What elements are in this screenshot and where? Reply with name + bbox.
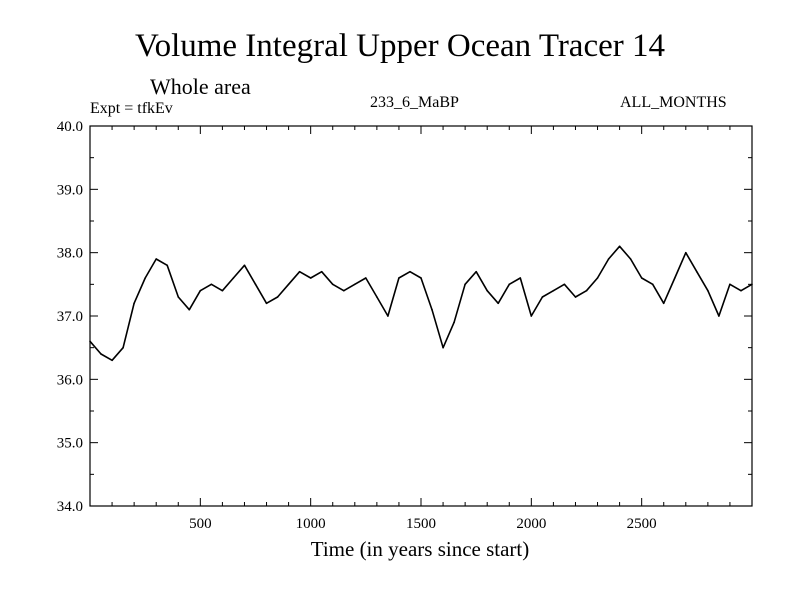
data-point bbox=[607, 258, 610, 260]
data-point bbox=[144, 277, 146, 279]
data-point bbox=[166, 264, 168, 267]
data-point bbox=[552, 289, 555, 292]
data-point bbox=[320, 270, 323, 273]
data-point bbox=[199, 289, 202, 292]
data-point bbox=[685, 251, 687, 254]
x-tick-label: 2500 bbox=[627, 516, 657, 532]
data-point bbox=[243, 264, 246, 267]
data-point bbox=[475, 270, 478, 273]
data-point bbox=[662, 302, 665, 305]
y-tick-label: 40.0 bbox=[57, 119, 83, 135]
data-point bbox=[718, 315, 720, 317]
data-point bbox=[331, 283, 334, 286]
data-point bbox=[221, 289, 224, 292]
x-tick-label: 1000 bbox=[296, 516, 326, 532]
x-tick-label: 2000 bbox=[516, 516, 546, 532]
data-point bbox=[177, 296, 180, 298]
y-tick-label: 37.0 bbox=[57, 309, 83, 325]
data-point bbox=[563, 283, 566, 286]
data-point bbox=[100, 353, 102, 355]
data-point bbox=[210, 283, 213, 286]
data-point bbox=[387, 315, 389, 317]
data-point bbox=[696, 270, 698, 273]
chart-title: Volume Integral Upper Ocean Tracer 14 bbox=[135, 28, 665, 64]
data-point bbox=[519, 277, 522, 279]
x-tick-label: 500 bbox=[189, 516, 212, 532]
data-point bbox=[398, 277, 400, 279]
y-tick-label: 35.0 bbox=[57, 436, 83, 452]
x-axis-label: Time (in years since start) bbox=[310, 537, 530, 561]
data-point bbox=[298, 270, 301, 273]
data-point bbox=[508, 283, 511, 286]
data-point bbox=[431, 308, 433, 311]
data-point bbox=[155, 258, 157, 260]
run-id-label: 233_6_MaBP bbox=[370, 94, 459, 111]
data-point bbox=[133, 302, 135, 305]
data-point bbox=[729, 283, 731, 286]
y-tick-label: 39.0 bbox=[57, 182, 83, 198]
data-point bbox=[343, 289, 345, 292]
data-point bbox=[309, 277, 312, 279]
months-label: ALL_MONTHS bbox=[620, 94, 727, 111]
experiment-label: Expt = tfkEv bbox=[90, 100, 173, 117]
data-point bbox=[707, 289, 709, 292]
data-point bbox=[464, 283, 466, 286]
data-point bbox=[420, 277, 422, 279]
data-point bbox=[574, 296, 577, 298]
chart-subtitle: Whole area bbox=[150, 74, 251, 99]
data-point bbox=[376, 296, 378, 298]
y-tick-label: 36.0 bbox=[57, 372, 83, 388]
data-point bbox=[265, 302, 268, 305]
data-point bbox=[674, 277, 676, 279]
data-point bbox=[453, 321, 455, 324]
data-point bbox=[111, 359, 113, 362]
plot-frame bbox=[89, 125, 753, 507]
data-point bbox=[618, 245, 621, 248]
data-point bbox=[276, 296, 279, 298]
data-point bbox=[541, 296, 544, 298]
data-point bbox=[530, 315, 533, 317]
data-point bbox=[442, 346, 444, 349]
data-point bbox=[409, 270, 411, 273]
data-point bbox=[640, 277, 643, 279]
data-point bbox=[365, 277, 367, 279]
data-point bbox=[486, 289, 489, 292]
data-point bbox=[287, 283, 290, 286]
data-point bbox=[497, 302, 500, 305]
x-tick-label: 1500 bbox=[406, 516, 436, 532]
y-tick-label: 38.0 bbox=[57, 246, 83, 262]
data-point bbox=[629, 258, 632, 260]
data-point bbox=[354, 283, 356, 286]
series-line-0 bbox=[89, 245, 753, 362]
data-point bbox=[651, 283, 654, 286]
data-point bbox=[585, 289, 588, 292]
data-point bbox=[232, 277, 235, 279]
y-tick-label: 34.0 bbox=[57, 499, 83, 515]
data-point bbox=[596, 277, 599, 279]
data-point bbox=[254, 283, 257, 286]
data-point bbox=[122, 346, 124, 349]
data-point bbox=[740, 289, 742, 292]
data-point bbox=[188, 308, 191, 311]
